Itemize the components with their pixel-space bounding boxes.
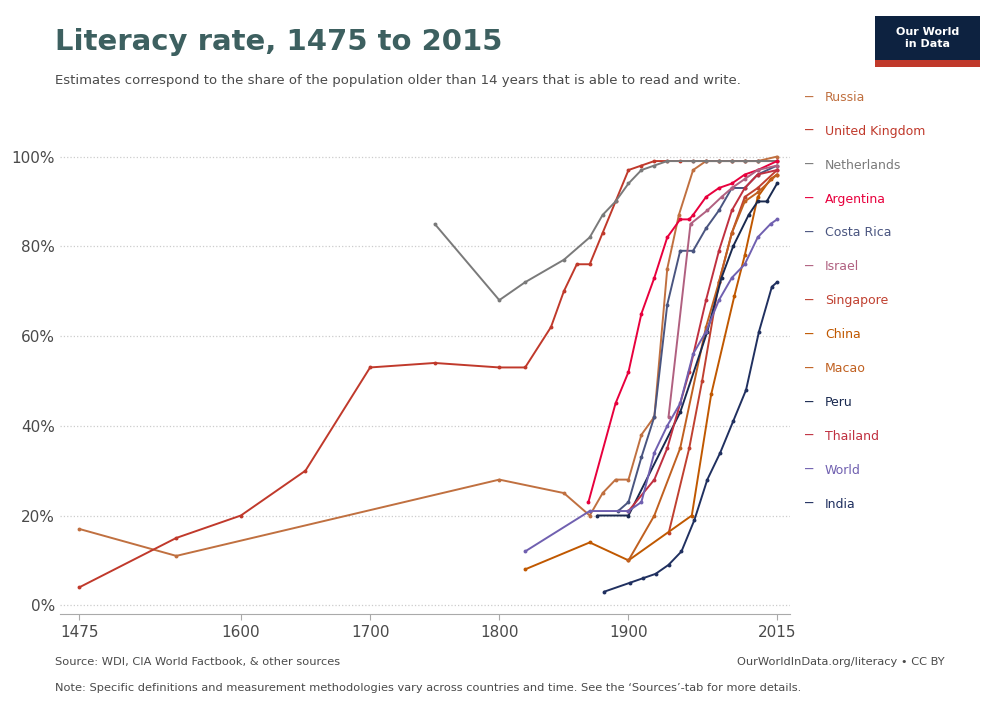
Text: —: — (805, 429, 813, 443)
Text: Thailand: Thailand (825, 430, 879, 443)
Text: Israel: Israel (825, 261, 859, 273)
Text: Literacy rate, 1475 to 2015: Literacy rate, 1475 to 2015 (55, 28, 502, 56)
Text: —: — (805, 192, 813, 206)
Text: Argentina: Argentina (825, 193, 886, 205)
Text: —: — (805, 90, 813, 104)
Text: Macao: Macao (825, 362, 866, 375)
Text: —: — (805, 328, 813, 342)
Text: —: — (805, 294, 813, 308)
Text: Netherlands: Netherlands (825, 159, 901, 172)
Text: India: India (825, 498, 856, 510)
Text: Costa Rica: Costa Rica (825, 227, 892, 239)
Text: —: — (805, 361, 813, 376)
Text: Singapore: Singapore (825, 294, 888, 307)
Text: Peru: Peru (825, 396, 853, 409)
Text: Estimates correspond to the share of the population older than 14 years that is : Estimates correspond to the share of the… (55, 74, 741, 87)
Text: Note: Specific definitions and measurement methodologies vary across countries a: Note: Specific definitions and measureme… (55, 683, 801, 693)
Text: World: World (825, 464, 861, 477)
Text: —: — (805, 124, 813, 138)
Text: China: China (825, 328, 861, 341)
Text: —: — (805, 497, 813, 511)
Text: —: — (805, 463, 813, 477)
Text: United Kingdom: United Kingdom (825, 125, 925, 138)
Text: —: — (805, 395, 813, 409)
Text: —: — (805, 226, 813, 240)
Text: Our World
in Data: Our World in Data (896, 28, 959, 49)
Text: —: — (805, 158, 813, 172)
Text: Russia: Russia (825, 91, 865, 104)
Text: Source: WDI, CIA World Factbook, & other sources: Source: WDI, CIA World Factbook, & other… (55, 657, 340, 667)
Text: OurWorldInData.org/literacy • CC BY: OurWorldInData.org/literacy • CC BY (737, 657, 945, 667)
Text: —: — (805, 260, 813, 274)
